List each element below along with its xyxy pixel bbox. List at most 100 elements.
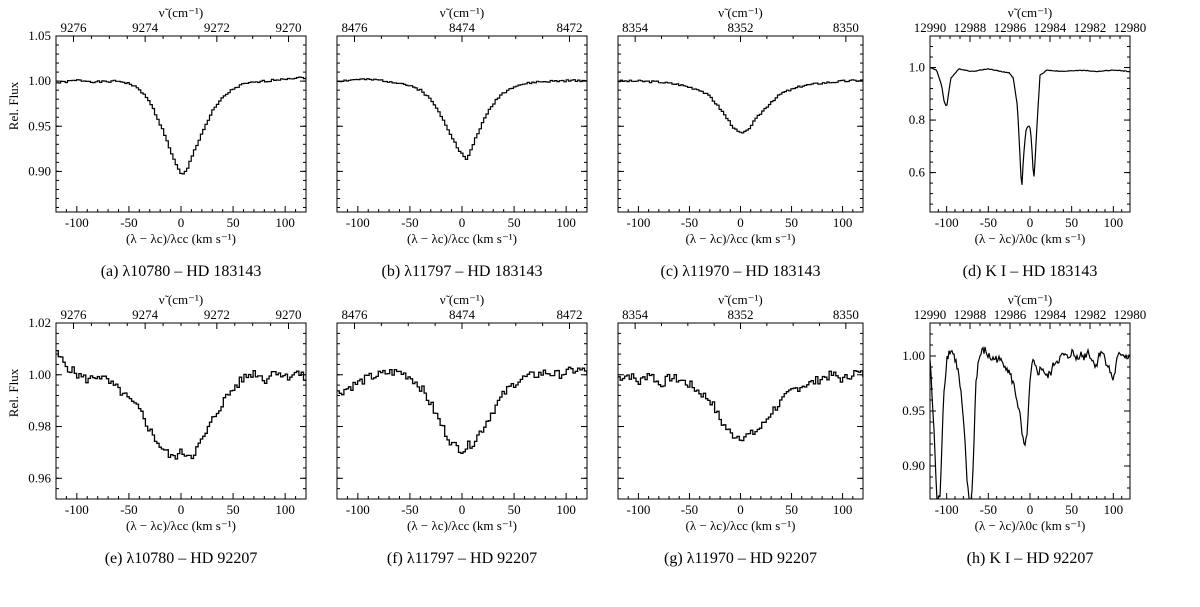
top-tick-label: 12982 <box>1074 20 1107 35</box>
x-tick-label: 0 <box>459 502 466 517</box>
chart-panel-e: -100 -50 0 50 100 9276 9274 9272 9270 ν̃ (cm⁻¹) 0.… <box>6 292 307 567</box>
top-tick-label: 8350 <box>833 307 859 322</box>
x-axis-title: (λ − λc)/λcc (km s⁻¹) <box>686 518 796 533</box>
x-axis-title: (λ − λc)/λcc (km s⁻¹) <box>126 231 236 246</box>
panel-caption: (f) λ11797 – HD 92207 <box>387 550 537 567</box>
top-tick-label: 9276 <box>61 20 88 35</box>
x-tick-label: 0 <box>459 215 466 230</box>
x-tick-label: -100 <box>346 215 370 230</box>
x-tick-label: 100 <box>1104 502 1124 517</box>
x-tick-label: 50 <box>785 502 798 517</box>
spectrum-line <box>618 79 863 134</box>
x-tick-label: 0 <box>1027 502 1034 517</box>
x-tick-label: 100 <box>275 502 295 517</box>
x-tick-label: -100 <box>346 502 370 517</box>
x-tick-label: -100 <box>935 502 959 517</box>
x-tick-label: 0 <box>737 502 744 517</box>
spectrum-line <box>930 346 1130 499</box>
top-tick-label: 8476 <box>342 20 369 35</box>
panel-caption: (g) λ11970 – HD 92207 <box>664 550 817 567</box>
x-tick-label: 0 <box>737 215 744 230</box>
top-tick-label: 8350 <box>833 20 859 35</box>
top-axis-title: ν̃ (cm⁻¹) <box>718 5 762 20</box>
top-tick-label: 12990 <box>914 307 947 322</box>
top-tick-label: 12986 <box>994 307 1027 322</box>
y-tick-label: 0.90 <box>902 458 925 473</box>
x-axis-title: (λ − λc)/λcc (km s⁻¹) <box>126 518 236 533</box>
panel-caption: (d) K I – HD 183143 <box>963 263 1098 280</box>
x-tick-label: 0 <box>178 502 185 517</box>
x-tick-label: -50 <box>401 215 418 230</box>
top-axis-title: ν̃ (cm⁻¹) <box>159 5 203 20</box>
chart-panel-g: -100 -50 0 50 100 8354 8352 8350 ν̃ (cm⁻¹) (λ − λ… <box>617 292 864 567</box>
spectrum-line <box>337 78 587 160</box>
chart-panel-c: -100 -50 0 50 100 8354 8352 8350 ν̃ (cm⁻¹) (λ − λ… <box>617 5 864 280</box>
top-tick-label: 12988 <box>954 20 987 35</box>
y-axis-title: Rel. Flux <box>6 368 21 417</box>
x-axis-title: (λ − λc)/λcc (km s⁻¹) <box>686 231 796 246</box>
spectrum-line <box>618 369 863 442</box>
x-tick-label: -50 <box>681 502 698 517</box>
top-tick-label: 12988 <box>954 307 987 322</box>
top-axis-title: ν̃ (cm⁻¹) <box>440 5 484 20</box>
chart-panel-h: -100 -50 0 50 100 12990 12988 12986 12984 12982 12… <box>902 292 1146 567</box>
x-tick-label: 50 <box>227 502 240 517</box>
x-tick-label: 50 <box>227 215 240 230</box>
top-tick-label: 8352 <box>728 20 754 35</box>
chart-panel-b: -100 -50 0 50 100 8476 8474 8472 ν̃ (cm⁻¹) (λ − λ… <box>336 5 588 280</box>
x-tick-label: 50 <box>508 215 521 230</box>
x-tick-label: 100 <box>833 502 853 517</box>
y-tick-label: 1.00 <box>28 73 51 88</box>
y-tick-label: 0.6 <box>909 165 926 180</box>
y-tick-label: 1.00 <box>902 348 925 363</box>
y-tick-label: 0.96 <box>28 470 51 485</box>
x-tick-label: -100 <box>65 502 89 517</box>
x-tick-label: 100 <box>556 502 576 517</box>
top-tick-label: 12982 <box>1074 307 1107 322</box>
x-tick-label: -50 <box>401 502 418 517</box>
top-axis-title: ν̃ (cm⁻¹) <box>1008 292 1052 307</box>
x-tick-label: 0 <box>1027 215 1034 230</box>
plot-frame <box>55 35 307 213</box>
y-tick-label: 0.98 <box>28 419 51 434</box>
top-tick-label: 12986 <box>994 20 1027 35</box>
chart-panel-d: -100 -50 0 50 100 12990 12988 12986 12984 12982 12… <box>909 5 1147 280</box>
plot-frame <box>336 322 588 500</box>
x-axis-title: (λ − λc)/λ0c (km s⁻¹) <box>975 518 1086 533</box>
top-tick-label: 8472 <box>557 20 583 35</box>
top-tick-label: 12980 <box>1114 20 1147 35</box>
top-tick-label: 12980 <box>1114 307 1147 322</box>
x-tick-label: 100 <box>275 215 295 230</box>
top-axis-title: ν̃ (cm⁻¹) <box>159 292 203 307</box>
x-tick-label: 50 <box>1065 502 1078 517</box>
top-tick-label: 12990 <box>914 20 947 35</box>
top-tick-label: 8472 <box>557 307 583 322</box>
x-axis-title: (λ − λc)/λ0c (km s⁻¹) <box>975 231 1086 246</box>
spectrum-line <box>930 67 1130 185</box>
x-tick-label: 100 <box>1104 215 1124 230</box>
x-tick-label: -100 <box>626 502 650 517</box>
x-axis-title: (λ − λc)/λcc (km s⁻¹) <box>407 231 517 246</box>
top-tick-label: 9270 <box>276 307 302 322</box>
x-axis-title: (λ − λc)/λcc (km s⁻¹) <box>407 518 517 533</box>
top-tick-label: 8354 <box>622 307 649 322</box>
x-tick-label: 50 <box>1065 215 1078 230</box>
top-tick-label: 9272 <box>204 20 230 35</box>
top-axis-title: ν̃ (cm⁻¹) <box>718 292 762 307</box>
plot-frame <box>55 322 307 500</box>
y-tick-label: 1.0 <box>909 60 925 75</box>
x-tick-label: -50 <box>681 215 698 230</box>
plot-frame <box>617 322 864 500</box>
panel-caption: (a) λ10780 – HD 183143 <box>101 263 262 280</box>
y-tick-label: 0.95 <box>902 403 925 418</box>
x-tick-label: -100 <box>626 215 650 230</box>
plot-frame <box>929 35 1131 213</box>
x-tick-label: 100 <box>833 215 853 230</box>
x-tick-label: -50 <box>980 215 997 230</box>
y-tick-label: 1.00 <box>28 367 51 382</box>
top-tick-label: 9274 <box>132 307 159 322</box>
y-axis-title: Rel. Flux <box>6 81 21 130</box>
x-tick-label: -50 <box>120 215 137 230</box>
top-tick-label: 12984 <box>1034 307 1067 322</box>
